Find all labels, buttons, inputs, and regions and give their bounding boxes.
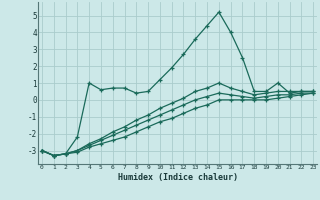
X-axis label: Humidex (Indice chaleur): Humidex (Indice chaleur) bbox=[118, 173, 238, 182]
